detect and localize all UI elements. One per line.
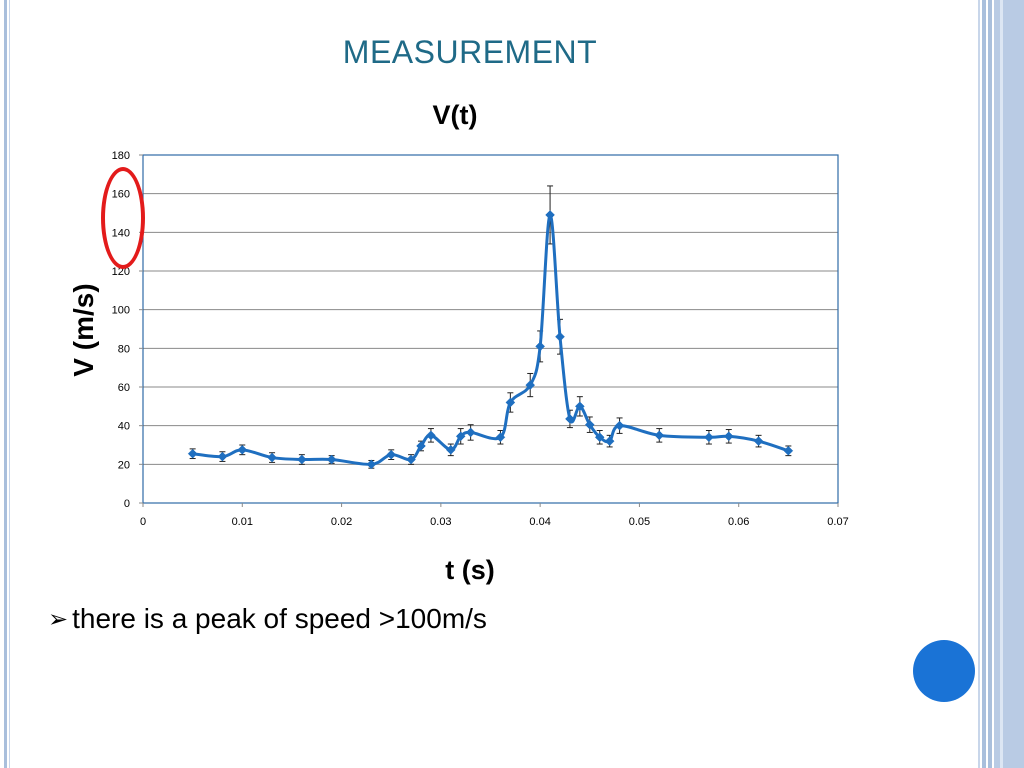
bullet-point: ➢ there is a peak of speed >100m/s bbox=[48, 603, 487, 635]
decorative-circle bbox=[913, 640, 975, 702]
data-point bbox=[187, 448, 198, 459]
data-point bbox=[326, 454, 337, 465]
data-point bbox=[783, 445, 794, 456]
data-point bbox=[416, 441, 426, 451]
data-point bbox=[753, 436, 764, 446]
y-tick-label: 100 bbox=[112, 305, 130, 317]
y-tick-label: 80 bbox=[118, 343, 130, 355]
x-tick-label: 0.03 bbox=[430, 516, 451, 528]
data-point bbox=[545, 210, 555, 220]
x-tick-label: 0.07 bbox=[827, 516, 848, 528]
data-point bbox=[535, 341, 545, 352]
data-point bbox=[237, 444, 248, 455]
data-point bbox=[654, 430, 665, 441]
annotation-ellipse bbox=[101, 167, 145, 269]
left-frame-line bbox=[4, 0, 7, 768]
chart-gridlines bbox=[143, 154, 838, 465]
data-point bbox=[406, 454, 416, 465]
data-point bbox=[614, 420, 625, 431]
data-point bbox=[555, 331, 565, 342]
plot-area-border bbox=[142, 154, 839, 504]
y-tick-label: 120 bbox=[112, 266, 130, 278]
x-tick-label: 0.05 bbox=[629, 516, 650, 528]
chart-title: V(t) bbox=[432, 100, 478, 130]
y-tick-label: 0 bbox=[124, 498, 130, 510]
slide-title: MEASUREMENT bbox=[342, 34, 598, 70]
x-axis-label: t (s) bbox=[445, 555, 495, 585]
right-frame-decoration bbox=[978, 0, 1024, 768]
chart-series-line bbox=[192, 213, 789, 466]
data-point bbox=[455, 431, 466, 442]
data-point bbox=[604, 436, 615, 446]
arrow-bullet-icon: ➢ bbox=[48, 605, 69, 633]
data-point bbox=[366, 459, 377, 470]
y-tick-label: 180 bbox=[112, 150, 130, 162]
data-point bbox=[584, 419, 595, 430]
left-frame-line-inner bbox=[9, 0, 10, 768]
data-point bbox=[445, 444, 456, 455]
bullet-text: there is a peak of speed >100m/s bbox=[72, 603, 487, 634]
y-tick-label: 20 bbox=[118, 459, 130, 471]
x-tick-label: 0.04 bbox=[529, 516, 550, 528]
x-tick-label: 0 bbox=[140, 516, 146, 528]
data-point bbox=[267, 452, 277, 463]
data-point bbox=[297, 454, 307, 465]
x-tick-label: 0.02 bbox=[331, 516, 352, 528]
y-axis-label: V (m/s) bbox=[68, 283, 99, 377]
data-point bbox=[465, 427, 476, 438]
data-point bbox=[565, 414, 575, 424]
data-point bbox=[505, 397, 516, 408]
chart-markers bbox=[187, 210, 794, 470]
x-tick-label: 0.06 bbox=[728, 516, 749, 528]
series-line bbox=[192, 213, 789, 466]
data-point bbox=[704, 432, 714, 443]
data-point bbox=[386, 449, 397, 460]
data-point bbox=[426, 430, 436, 441]
y-tick-label: 40 bbox=[118, 421, 130, 433]
data-point bbox=[594, 432, 605, 443]
y-tick-label: 60 bbox=[118, 382, 130, 394]
data-point bbox=[495, 432, 506, 443]
x-tick-label: 0.01 bbox=[232, 516, 253, 528]
data-point bbox=[575, 401, 585, 412]
data-point bbox=[723, 431, 734, 442]
data-point bbox=[525, 380, 536, 390]
data-point bbox=[217, 451, 228, 462]
